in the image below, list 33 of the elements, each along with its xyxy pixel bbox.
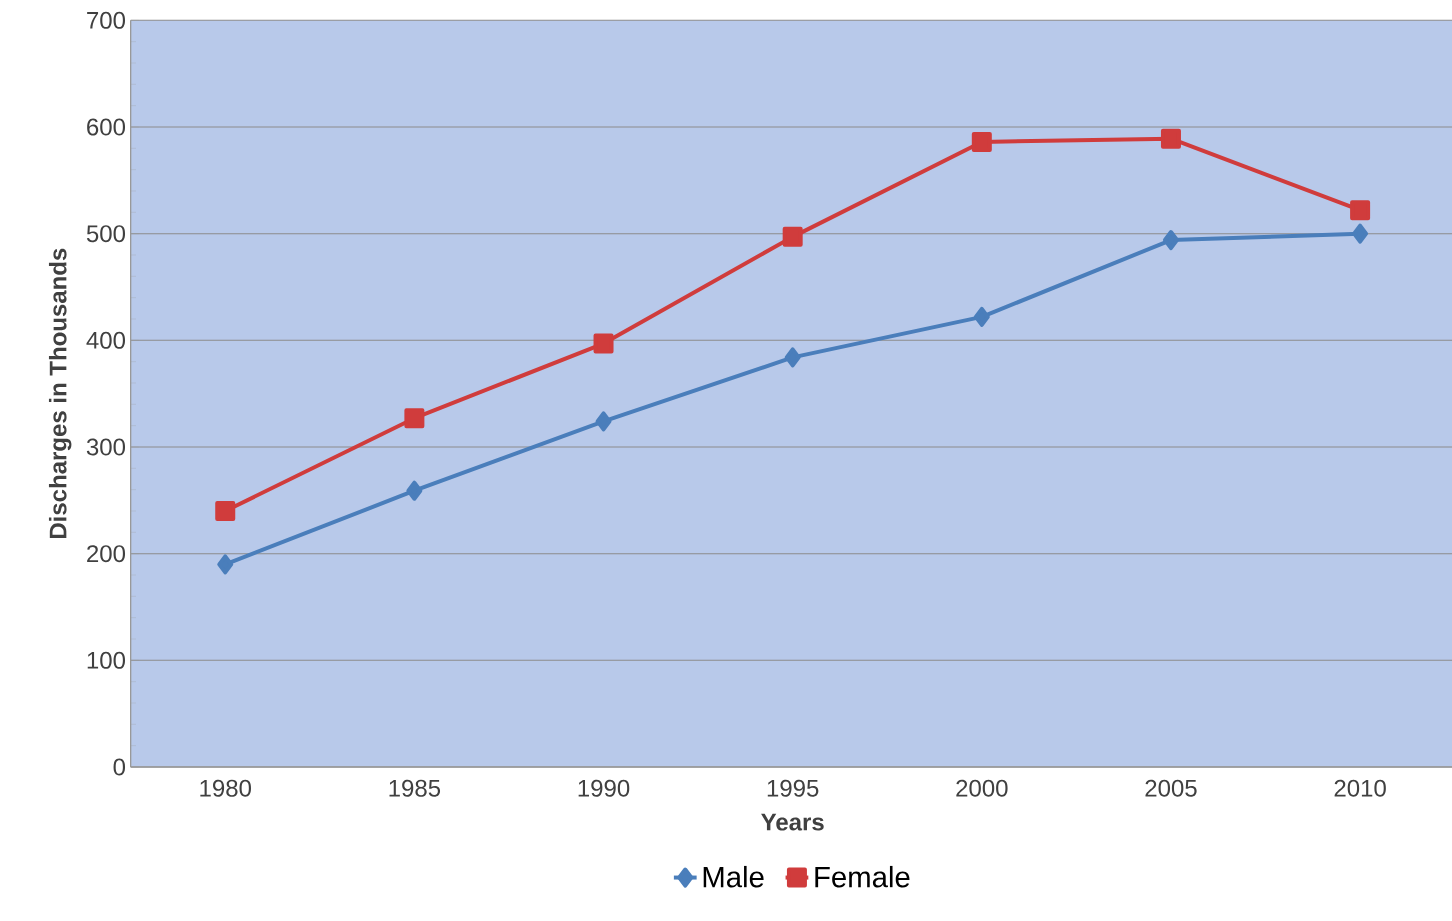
point	[593, 333, 614, 354]
y-tick-label: 400	[86, 331, 126, 349]
point	[595, 411, 612, 432]
x-tick-label: 1990	[578, 779, 630, 797]
x-tick-label: 2000	[956, 779, 1008, 797]
y-tick-label: 600	[87, 118, 126, 136]
point	[971, 131, 992, 152]
point	[1160, 128, 1181, 149]
x-tick-label: 1980	[200, 779, 251, 797]
x-tick-label: 2010	[1334, 779, 1386, 797]
y-tick-label: 100	[87, 651, 126, 669]
y-tick-label: 300	[86, 438, 126, 456]
x-tick-label: 2005	[1145, 779, 1197, 797]
y-tick-label: 500	[86, 225, 126, 243]
x-axis-title: Years	[761, 813, 824, 831]
point	[1350, 200, 1371, 221]
point	[217, 554, 234, 575]
y-axis-title: Discharges in Thousands	[48, 248, 72, 539]
point	[784, 347, 801, 368]
y-tick-label: 200	[87, 545, 126, 563]
point	[1352, 223, 1369, 244]
point	[404, 408, 425, 429]
y-tick-label: 700	[87, 11, 126, 29]
point	[973, 306, 990, 327]
x-tick-label: 1985	[389, 779, 441, 797]
x-tick-label: 1995	[767, 779, 819, 797]
point	[782, 226, 803, 247]
point	[1162, 230, 1179, 251]
y-tick-label: 0	[113, 758, 126, 776]
point	[215, 501, 236, 521]
legend-label: Male	[703, 865, 764, 888]
legend-label: Female	[815, 865, 910, 888]
point	[406, 480, 423, 501]
